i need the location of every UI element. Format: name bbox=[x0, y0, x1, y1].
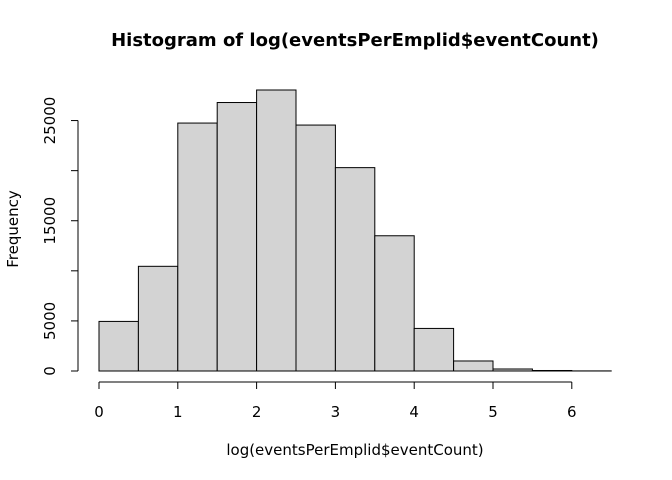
histogram-bar bbox=[216, 102, 258, 372]
histogram-bar bbox=[98, 320, 139, 372]
histogram-bar bbox=[453, 360, 494, 372]
x-tick-label: 3 bbox=[331, 403, 341, 421]
x-tick-label: 5 bbox=[488, 403, 498, 421]
chart-title: Histogram of log(eventsPerEmplid$eventCo… bbox=[111, 30, 599, 51]
histogram-bar bbox=[374, 235, 415, 372]
histogram-bar bbox=[334, 167, 376, 372]
x-tick-label: 2 bbox=[252, 403, 262, 421]
x-axis-label: log(eventsPerEmplid$eventCount) bbox=[226, 441, 483, 459]
histogram-bar bbox=[177, 122, 218, 372]
x-axis: 0 1 2 3 4 5 6 bbox=[94, 381, 577, 421]
histogram-bar bbox=[492, 368, 533, 372]
x-tick-label: 0 bbox=[94, 403, 104, 421]
histogram-bar bbox=[137, 265, 179, 372]
histogram-bar bbox=[413, 327, 455, 372]
x-tick-label: 4 bbox=[409, 403, 419, 421]
y-tick-label: 15000 bbox=[41, 197, 59, 245]
histogram-bar bbox=[531, 369, 573, 372]
y-tick-label: 5000 bbox=[41, 302, 59, 340]
histogram-bar bbox=[256, 89, 297, 372]
y-tick-label: 25000 bbox=[41, 97, 59, 145]
histogram-bar bbox=[295, 124, 336, 372]
y-tick-label: 0 bbox=[41, 366, 59, 376]
bars-group bbox=[98, 89, 612, 372]
x-tick-label: 1 bbox=[173, 403, 183, 421]
y-axis: 0 5000 15000 25000 bbox=[41, 97, 79, 376]
y-axis-label: Frequency bbox=[4, 190, 22, 268]
x-tick-label: 6 bbox=[567, 403, 577, 421]
